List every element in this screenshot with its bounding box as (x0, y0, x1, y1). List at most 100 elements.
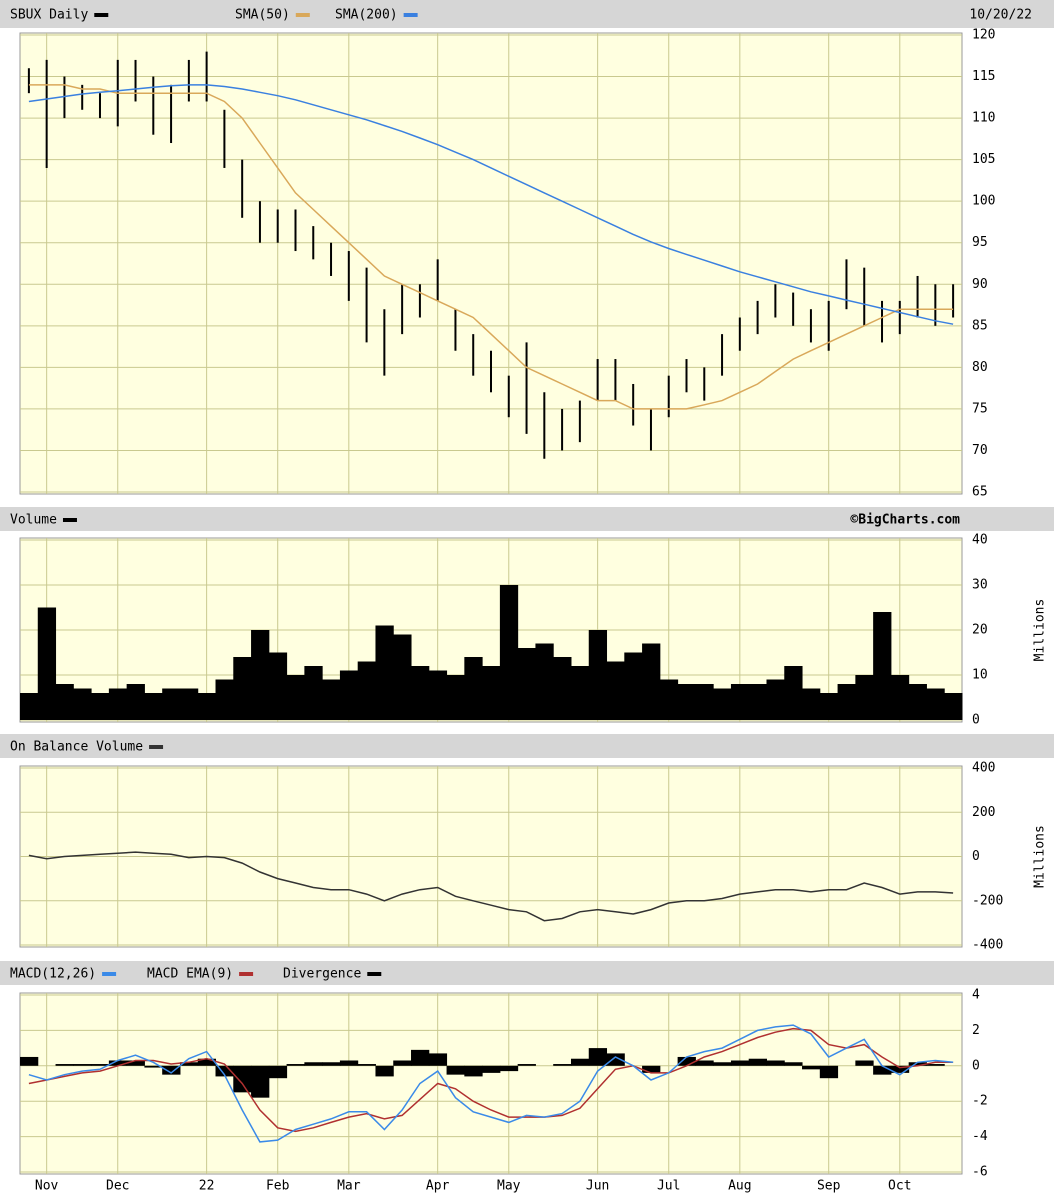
divergence-bar (819, 1065, 839, 1079)
volume-bar (126, 684, 145, 720)
legend-label: On Balance Volume (10, 740, 143, 755)
divergence-bar (428, 1053, 448, 1066)
volume-bar (357, 661, 376, 720)
divergence-bar (73, 1064, 92, 1066)
series-line (28, 1024, 954, 1143)
divergence-bar (695, 1060, 714, 1066)
divergence-bar (197, 1058, 217, 1066)
y-tick-label: 20 (972, 623, 988, 638)
volume-bar (624, 652, 643, 720)
plot-area (19, 32, 963, 495)
divergence-bar (215, 1065, 234, 1077)
y-tick-label: 100 (972, 194, 995, 209)
y-tick-label: -4 (972, 1129, 988, 1144)
divergence-bar (748, 1058, 767, 1066)
volume-bar (819, 693, 839, 720)
divergence-bar (464, 1065, 483, 1077)
volume-bar (766, 679, 785, 720)
divergence-bar (179, 1062, 199, 1066)
y-tick-label: -2 (972, 1094, 988, 1109)
volume-bar (713, 688, 732, 720)
divergence-bar (375, 1065, 394, 1077)
volume-bar (446, 675, 465, 720)
y-tick-label: 200 (972, 805, 995, 820)
divergence-bar (108, 1060, 128, 1066)
date: 10/20/22 (969, 8, 1032, 23)
divergence-bar (873, 1065, 892, 1075)
volume-bar (339, 670, 359, 720)
divergence-bar (926, 1064, 945, 1066)
y-axis-label: Millions (1033, 825, 1048, 888)
y-tick-label: 105 (972, 152, 995, 167)
panel-header (0, 0, 1054, 28)
volume-bar (606, 661, 625, 720)
divergence-bar (233, 1065, 252, 1093)
y-tick-label: -400 (972, 938, 1003, 953)
series-line (28, 84, 954, 410)
volume-bar (499, 585, 519, 720)
panel-header (0, 734, 1054, 758)
volume-bar (73, 688, 92, 720)
y-tick-label: -6 (972, 1165, 988, 1180)
divergence-bar (482, 1065, 501, 1073)
y-tick-label: 0 (972, 1058, 980, 1073)
y-tick-label: 0 (972, 713, 980, 728)
legend-label: Divergence (283, 967, 361, 982)
divergence-bar (446, 1065, 465, 1075)
legend-label: Volume (10, 513, 57, 528)
y-tick-label: 115 (972, 69, 995, 84)
divergence-bar (784, 1062, 803, 1066)
x-tick-label: 22 (199, 1179, 215, 1194)
y-tick-label: -200 (972, 893, 1003, 908)
divergence-bar (908, 1062, 927, 1066)
divergence-bar (588, 1048, 608, 1066)
y-tick-label: 4 (972, 988, 980, 1003)
divergence-bar (286, 1064, 305, 1066)
volume-bar (251, 630, 270, 720)
y-tick-label: 400 (972, 761, 995, 776)
divergence-bar (55, 1064, 74, 1066)
volume-bar (535, 643, 554, 720)
divergence-bar (411, 1049, 430, 1066)
volume-bar (144, 693, 163, 720)
divergence-bar (162, 1065, 181, 1075)
y-tick-label: 70 (972, 443, 988, 458)
legend-label: SMA(200) (335, 8, 398, 23)
divergence-bar (91, 1064, 110, 1066)
y-tick-label: 10 (972, 668, 988, 683)
series-line (28, 851, 954, 922)
volume-bar (570, 666, 590, 720)
volume-bar (517, 648, 536, 720)
volume-bar (873, 612, 892, 720)
divergence-bar (730, 1060, 750, 1066)
divergence-bar (20, 1056, 39, 1066)
volume-bar (162, 688, 181, 720)
x-tick-label: Aug (728, 1179, 751, 1194)
x-tick-label: Apr (426, 1179, 450, 1194)
volume-bar (233, 657, 252, 720)
volume-bar (304, 666, 323, 720)
volume-bar (286, 675, 305, 720)
volume-bar (197, 693, 217, 720)
divergence-bar (855, 1060, 874, 1066)
legend-label: SBUX Daily (10, 8, 88, 23)
x-tick-label: Nov (35, 1179, 59, 1194)
volume-bar (179, 688, 199, 720)
volume-bar (855, 675, 874, 720)
divergence-bar (802, 1065, 821, 1070)
volume-bar (91, 693, 110, 720)
volume-bar (375, 625, 394, 720)
divergence-bar (642, 1065, 661, 1073)
x-tick-label: Feb (266, 1179, 290, 1194)
divergence-bar (677, 1056, 696, 1066)
volume-bar (428, 670, 448, 720)
x-tick-label: Mar (337, 1179, 361, 1194)
divergence-bar (393, 1060, 412, 1066)
volume-bar (926, 688, 945, 720)
volume-bar (890, 675, 910, 720)
volume-bar (268, 652, 288, 720)
volume-bar (677, 684, 696, 720)
volume-bar (748, 684, 767, 720)
volume-bar (20, 693, 39, 720)
